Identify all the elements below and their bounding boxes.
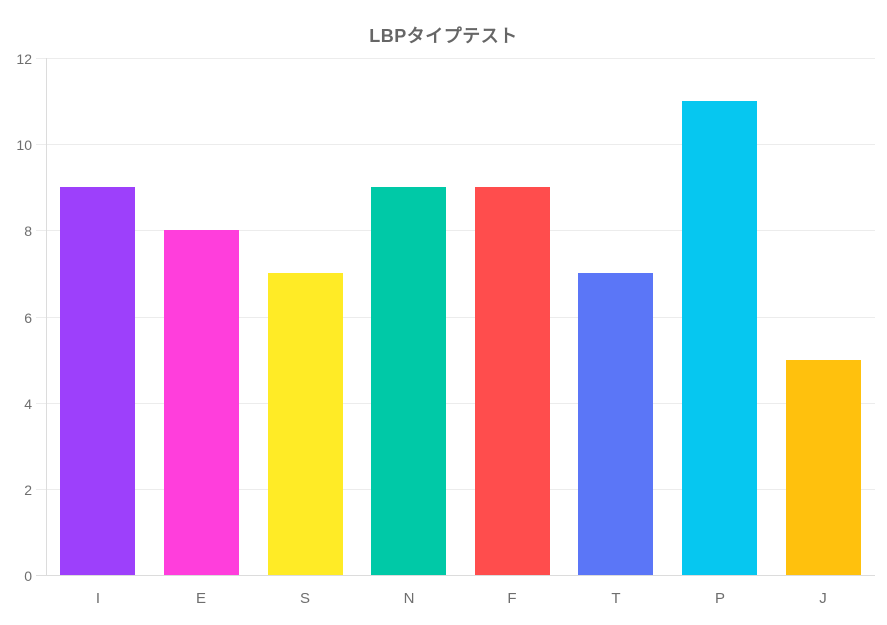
- y-tick-label: 6: [24, 310, 32, 326]
- gridline: [36, 144, 875, 145]
- bar-S[interactable]: [268, 273, 343, 575]
- x-tick-label: P: [714, 590, 725, 607]
- gridline: [36, 403, 875, 404]
- y-tick-label: 8: [24, 223, 32, 239]
- gridline: [36, 230, 875, 231]
- gridline: [36, 317, 875, 318]
- y-tick-label: 12: [16, 51, 32, 67]
- bar-J[interactable]: [786, 360, 861, 575]
- bar-E[interactable]: [164, 230, 239, 575]
- y-tick-label: 4: [24, 396, 32, 412]
- y-tick-label: 2: [24, 482, 32, 498]
- x-tick-label: T: [611, 590, 621, 607]
- x-tick-label: N: [403, 590, 415, 607]
- bar-F[interactable]: [475, 187, 550, 575]
- x-tick-label: E: [195, 590, 206, 607]
- bar-T[interactable]: [578, 273, 653, 575]
- gridline: [36, 58, 875, 59]
- x-tick-label: J: [819, 590, 827, 607]
- chart-title: LBPタイプテスト: [369, 26, 518, 46]
- gridline: [36, 489, 875, 490]
- x-tick-label: S: [299, 590, 310, 607]
- y-tick-label: 0: [24, 568, 32, 584]
- bar-N[interactable]: [371, 187, 446, 575]
- x-tick-label: I: [95, 590, 101, 607]
- x-tick-label: F: [507, 590, 517, 607]
- x-axis-line: [36, 575, 875, 576]
- y-axis-line: [46, 58, 47, 575]
- bar-P[interactable]: [682, 101, 757, 575]
- y-tick-label: 10: [16, 137, 32, 153]
- bar-I[interactable]: [60, 187, 135, 575]
